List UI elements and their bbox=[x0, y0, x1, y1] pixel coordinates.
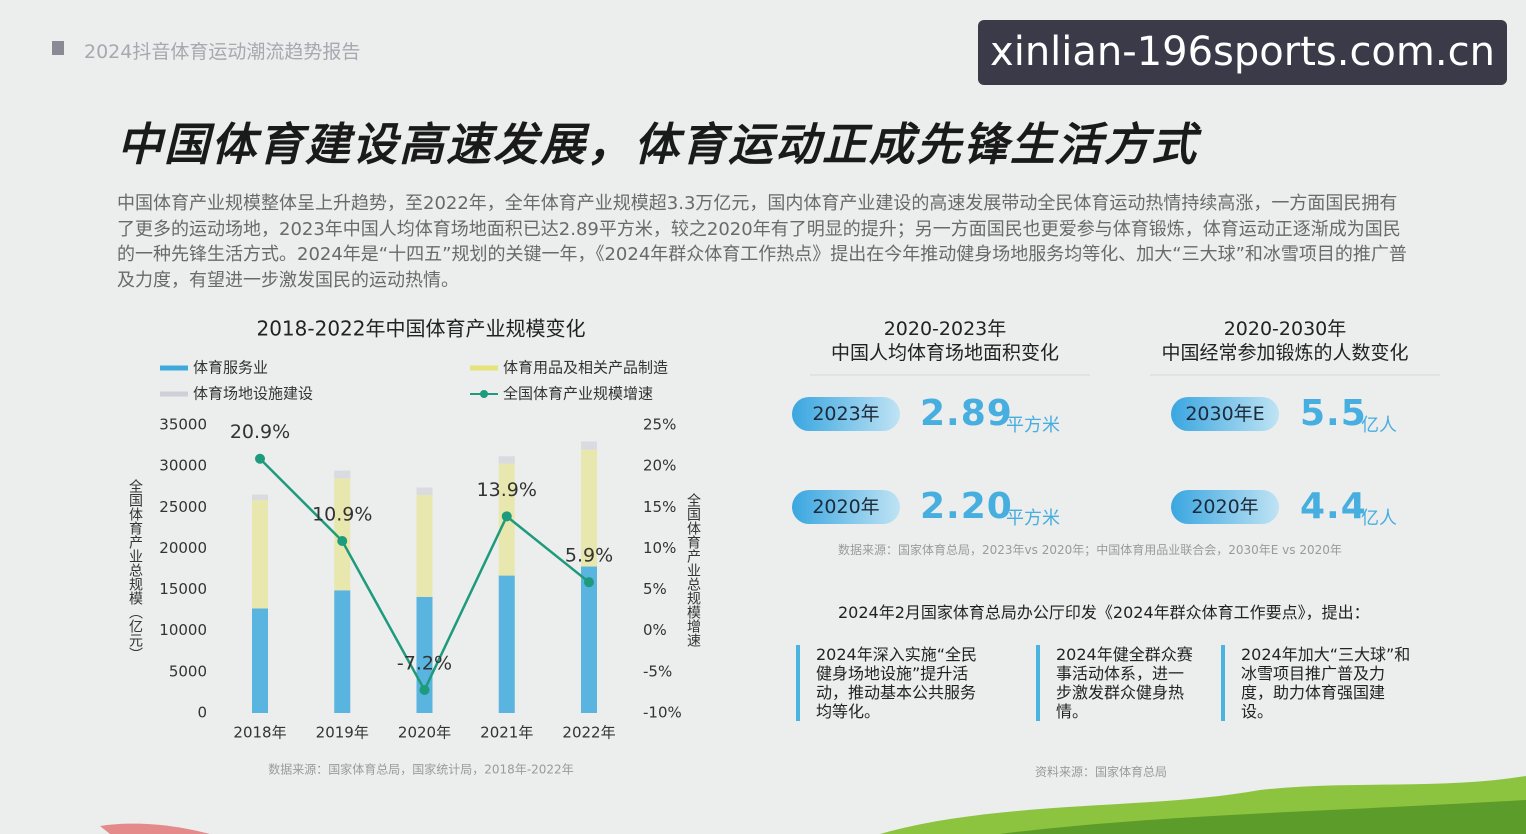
y2-tick-label: 5% bbox=[643, 580, 667, 598]
tag-marker bbox=[52, 41, 64, 55]
stat-label: 2030年E bbox=[1171, 397, 1279, 431]
legend-label: 全国体育产业规模增速 bbox=[503, 385, 653, 403]
line-marker bbox=[255, 453, 265, 464]
policy-heading: 2024年2月国家体育总局办公厅印发《2024年群众体育工作要点》，提出： bbox=[838, 603, 1370, 622]
y-tick-label: 30000 bbox=[159, 457, 207, 475]
panels-source: 数据来源：国家体育总局，2023年vs 2020年；中国体育用品业联合会，203… bbox=[838, 543, 1342, 557]
line-marker bbox=[584, 577, 594, 588]
y2-tick-label: -5% bbox=[643, 662, 672, 680]
stat-label: 2020年 bbox=[792, 490, 900, 524]
x-tick-label: 2022年 bbox=[562, 724, 615, 742]
y-axis-label: 全国体育产业总规模（亿元） bbox=[127, 478, 143, 661]
header-tag: 2024抖音体育运动潮流趋势报告 bbox=[84, 41, 361, 63]
bar-segment bbox=[581, 449, 597, 567]
ribbon-decoration bbox=[100, 823, 210, 834]
line-marker bbox=[337, 536, 348, 547]
policy-item: 2024年深入实施“全民健身场地设施”提升活动，推动基本公共服务均等化。 bbox=[796, 645, 988, 721]
chart-source: 数据来源：国家体育总局，国家统计局，2018年-2022年 bbox=[268, 762, 573, 777]
bar-segment bbox=[334, 478, 351, 591]
stat-unit: 平方米 bbox=[1006, 508, 1060, 529]
data-label: 13.9% bbox=[477, 479, 537, 501]
bar-segment bbox=[334, 470, 351, 479]
chart-title: 2018-2022年中国体育产业规模变化 bbox=[256, 317, 585, 341]
data-label: -7.2% bbox=[397, 652, 452, 674]
bar-segment bbox=[252, 499, 268, 609]
legend-label: 体育用品及相关产品制造 bbox=[503, 359, 668, 377]
x-tick-label: 2019年 bbox=[316, 724, 369, 742]
legend-swatch bbox=[480, 390, 488, 398]
y2-axis-label: 全国体育产业总规模增速 bbox=[685, 492, 701, 648]
y2-tick-label: 15% bbox=[643, 498, 676, 516]
stat-value: 2.89 bbox=[920, 393, 1013, 434]
y-tick-label: 15000 bbox=[159, 580, 207, 598]
panel-title: 中国经常参加锻炼的人数变化 bbox=[1161, 342, 1409, 364]
stat-value: 2.20 bbox=[920, 486, 1013, 527]
y2-tick-label: 25% bbox=[643, 416, 676, 434]
legend-label: 体育服务业 bbox=[193, 359, 268, 377]
stat-value: 5.5 bbox=[1300, 393, 1367, 434]
y2-tick-label: -10% bbox=[643, 704, 682, 722]
bar-segment bbox=[416, 487, 433, 495]
policy-item: 2024年健全群众赛事活动体系，进一步激发群众健身热情。 bbox=[1036, 645, 1196, 721]
bar-segment bbox=[581, 441, 597, 450]
stat-label: 2023年 bbox=[792, 397, 900, 431]
panel-title: 2020-2023年 bbox=[883, 318, 1007, 340]
bar-segment bbox=[252, 608, 268, 713]
bar-segment bbox=[252, 494, 268, 500]
data-label: 20.9% bbox=[230, 421, 290, 443]
grass-decoration bbox=[1000, 800, 1526, 834]
bar-segment bbox=[581, 566, 597, 713]
y-tick-label: 10000 bbox=[159, 621, 207, 639]
legend-label: 体育场地设施建设 bbox=[193, 385, 313, 403]
x-tick-label: 2018年 bbox=[233, 724, 286, 742]
bar-segment bbox=[498, 575, 515, 713]
stat-unit: 平方米 bbox=[1006, 415, 1060, 436]
y2-tick-label: 20% bbox=[643, 457, 676, 475]
y-tick-label: 25000 bbox=[159, 498, 207, 516]
y2-tick-label: 0% bbox=[643, 621, 667, 639]
y2-tick-label: 10% bbox=[643, 539, 676, 557]
bar-segment bbox=[416, 494, 433, 597]
y-tick-label: 35000 bbox=[159, 416, 207, 434]
stat-label: 2020年 bbox=[1171, 490, 1279, 524]
stat-value: 4.4 bbox=[1300, 486, 1367, 527]
bar-segment bbox=[334, 590, 351, 713]
stat-unit: 亿人 bbox=[1361, 508, 1397, 529]
intro-text: 中国体育产业规模整体呈上升趋势，至2022年，全年体育产业规模超3.3万亿元，国… bbox=[117, 193, 1407, 291]
page-title: 中国体育建设高速发展，体育运动正成先锋生活方式 bbox=[117, 118, 1199, 171]
panel-title: 2020-2030年 bbox=[1223, 318, 1347, 340]
y-tick-label: 0 bbox=[197, 704, 207, 722]
y-tick-label: 5000 bbox=[169, 662, 207, 680]
watermark: xinlian-196sports.com.cn bbox=[978, 20, 1507, 85]
policy-source: 资料来源：国家体育总局 bbox=[1035, 765, 1168, 779]
line-marker bbox=[501, 511, 512, 522]
stat-unit: 亿人 bbox=[1361, 415, 1397, 436]
policy-item: 2024年加大“三大球”和冰雪项目推广普及力度，助力体育强国建设。 bbox=[1221, 645, 1413, 721]
data-label: 10.9% bbox=[312, 504, 372, 526]
y-tick-label: 20000 bbox=[159, 539, 207, 557]
x-tick-label: 2020年 bbox=[398, 724, 451, 742]
data-label: 5.9% bbox=[565, 545, 613, 567]
bar-segment bbox=[498, 456, 515, 464]
line-marker bbox=[419, 684, 430, 695]
x-tick-label: 2021年 bbox=[480, 724, 533, 742]
panel-title: 中国人均体育场地面积变化 bbox=[830, 342, 1059, 364]
